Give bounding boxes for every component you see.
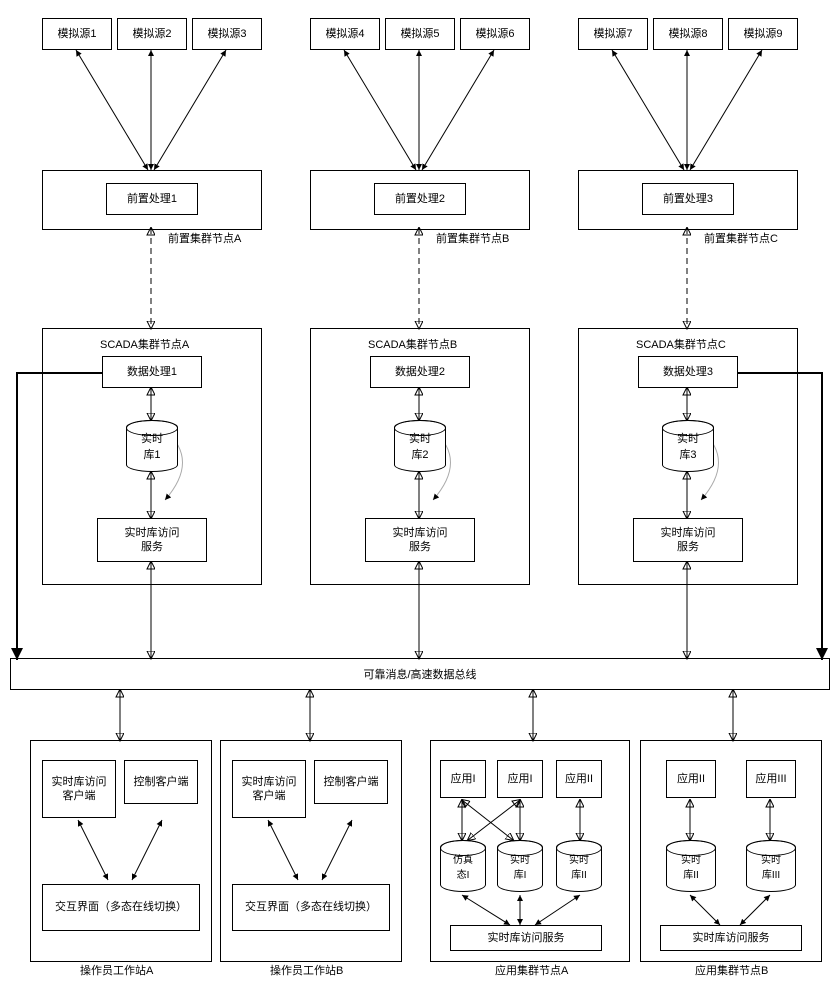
control-client-box: 控制客户端 [314, 760, 388, 804]
scada-label: SCADA集群节点B [368, 336, 457, 352]
access-service-box: 实时库访问 服务 [97, 518, 207, 562]
scada-label: SCADA集群节点A [100, 336, 189, 352]
rtdb-cylinder: 实时 库2 [394, 420, 446, 472]
data-proc-box: 数据处理2 [370, 356, 470, 388]
workstation-label: 操作员工作站A [80, 962, 153, 978]
app-box: 应用III [746, 760, 796, 798]
preproc-box: 前置处理1 [106, 183, 198, 215]
app-cluster-label: 应用集群节点B [695, 962, 768, 978]
sim-source: 模拟源7 [578, 18, 648, 50]
rtdb-cylinder: 实时 库3 [662, 420, 714, 472]
sim-state-cylinder: 仿真 态I [440, 840, 486, 892]
rtdb-client-box: 实时库访问 客户端 [232, 760, 306, 818]
rtdb-cylinder: 实时 库1 [126, 420, 178, 472]
access-service-box: 实时库访问 服务 [633, 518, 743, 562]
app-cluster-label: 应用集群节点A [495, 962, 568, 978]
ui-box: 交互界面（多态在线切换） [232, 884, 390, 931]
ui-box: 交互界面（多态在线切换） [42, 884, 200, 931]
rtdb-client-box: 实时库访问 客户端 [42, 760, 116, 818]
sim-source: 模拟源3 [192, 18, 262, 50]
rtdb-cylinder: 实时 库I [497, 840, 543, 892]
preproc-label: 前置集群节点A [168, 230, 241, 246]
rtdb-cylinder: 实时 库II [556, 840, 602, 892]
sim-source: 模拟源1 [42, 18, 112, 50]
app-box: 应用II [556, 760, 602, 798]
preproc-label: 前置集群节点B [436, 230, 509, 246]
access-service-box: 实时库访问服务 [450, 925, 602, 951]
preproc-box: 前置处理3 [642, 183, 734, 215]
sim-source: 模拟源6 [460, 18, 530, 50]
app-box: 应用I [440, 760, 486, 798]
scada-label: SCADA集群节点C [636, 336, 726, 352]
app-box: 应用I [497, 760, 543, 798]
data-proc-box: 数据处理3 [638, 356, 738, 388]
rtdb-cylinder: 实时 库II [666, 840, 716, 892]
sim-source: 模拟源5 [385, 18, 455, 50]
preproc-box: 前置处理2 [374, 183, 466, 215]
access-service-box: 实时库访问 服务 [365, 518, 475, 562]
sim-source: 模拟源4 [310, 18, 380, 50]
sim-source: 模拟源9 [728, 18, 798, 50]
preproc-label: 前置集群节点C [704, 230, 778, 246]
access-service-box: 实时库访问服务 [660, 925, 802, 951]
control-client-box: 控制客户端 [124, 760, 198, 804]
data-proc-box: 数据处理1 [102, 356, 202, 388]
sim-source: 模拟源8 [653, 18, 723, 50]
sim-source: 模拟源2 [117, 18, 187, 50]
workstation-label: 操作员工作站B [270, 962, 343, 978]
rtdb-cylinder: 实时 库III [746, 840, 796, 892]
app-box: 应用II [666, 760, 716, 798]
data-bus: 可靠消息/高速数据总线 [10, 658, 830, 690]
